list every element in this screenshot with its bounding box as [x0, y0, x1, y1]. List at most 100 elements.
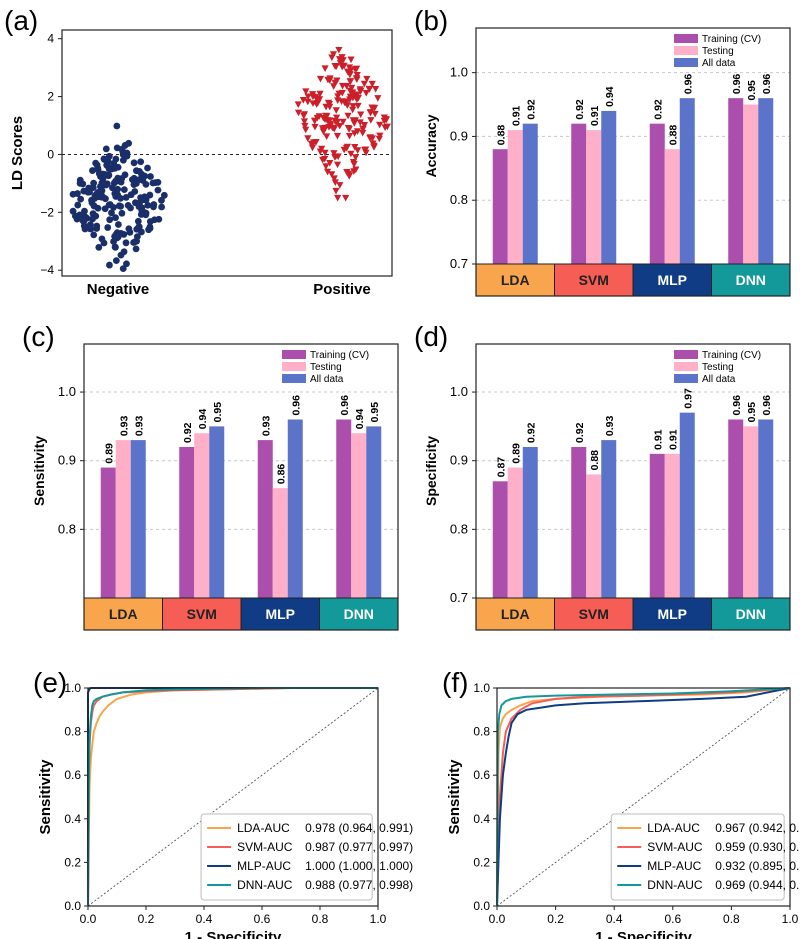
panel-a-point-negative	[142, 196, 150, 204]
bar-value-label: 0.93	[118, 416, 130, 437]
panel-a-point-positive	[369, 140, 377, 148]
panel-a-point-negative	[93, 222, 101, 230]
panel-a-point-positive	[316, 75, 325, 83]
panel-a-point-positive	[345, 126, 353, 133]
panel-a-point-positive	[381, 124, 389, 131]
panel-a-point-negative	[117, 202, 125, 210]
panel-a-letter: (a)	[4, 5, 38, 36]
panel-a-point-positive	[345, 132, 354, 140]
legend-label: Testing	[702, 362, 734, 373]
panel-a-point-positive	[346, 78, 354, 86]
panel-a-point-positive	[333, 132, 342, 140]
panel-a-point-positive	[309, 93, 317, 101]
panel-a-point-negative	[98, 187, 106, 195]
panel-a-point-positive	[321, 149, 329, 157]
bar-frame	[475, 343, 791, 631]
panel-a-point-negative	[113, 122, 121, 130]
roc-xtick: 0.4	[196, 912, 213, 926]
panel-a-point-positive	[380, 117, 388, 125]
category-label: LDA	[109, 606, 138, 622]
category-label: SVM	[579, 606, 609, 622]
bar-value-label: 0.96	[339, 395, 351, 416]
bar-value-label: 0.88	[589, 450, 601, 471]
panel-a-point-positive	[323, 168, 332, 176]
panel-a-point-positive	[354, 147, 362, 154]
panel-a-point-negative	[114, 221, 122, 228]
bar-dnn-1	[351, 433, 367, 598]
panel-a-point-positive	[338, 89, 346, 97]
panel-letter: (b)	[414, 5, 448, 36]
bar-dnn-1	[743, 426, 759, 598]
panel-a-point-negative	[130, 239, 137, 246]
bar-value-label: 0.93	[133, 416, 145, 437]
panel-a-point-negative	[106, 216, 114, 224]
panel-a-point-positive	[324, 76, 332, 84]
panel-a-point-positive	[374, 95, 382, 102]
roc-legend-value: 0.987 (0.977, 0.997)	[305, 840, 413, 854]
roc-xtick: 0.0	[80, 912, 97, 926]
panel-a-point-positive	[313, 114, 321, 122]
panel-a-point-negative	[108, 209, 115, 217]
bar-svm-2	[601, 440, 617, 598]
panel-letter: (d)	[414, 321, 448, 352]
roc-ytick: 0.4	[473, 812, 490, 826]
panel-a-point-positive	[371, 104, 379, 112]
panel-a-point-positive	[351, 117, 359, 124]
bar-svm-0	[571, 446, 587, 598]
panel-a-point-positive	[351, 154, 360, 161]
panel-a-point-positive	[332, 114, 341, 122]
panel-a-point-negative	[76, 176, 84, 184]
panel-a-point-negative	[71, 212, 79, 220]
panel-a-point-negative	[112, 193, 120, 200]
panel-a-point-positive	[329, 51, 338, 58]
roc-diagonal	[87, 687, 379, 907]
panel-a-point-positive	[366, 134, 375, 141]
roc-legend-label: MLP-AUC	[647, 859, 701, 873]
bar-dnn-2	[366, 426, 382, 598]
roc-ytick: 1.0	[64, 681, 81, 695]
panel-a-point-positive	[331, 154, 339, 161]
panel-a-point-negative	[98, 192, 105, 199]
roc-legend-value: 0.988 (0.977, 0.998)	[305, 878, 413, 892]
bar-ytick: 1.0	[58, 384, 76, 399]
panel-a-point-negative	[105, 171, 113, 179]
panel-a-point-negative	[77, 195, 85, 203]
panel-a-point-positive	[357, 111, 365, 119]
panel-a-point-positive	[326, 160, 334, 167]
panel-a-point-negative	[113, 234, 121, 242]
bar-frame	[475, 27, 791, 297]
bar-value-label: 0.91	[589, 105, 601, 126]
panel-a-point-negative	[144, 164, 151, 172]
panel-a-point-negative	[158, 203, 166, 211]
roc-legend-label: DNN-AUC	[237, 878, 293, 892]
bar-mlp-1	[664, 149, 680, 264]
bar-value-label: 0.96	[682, 74, 694, 95]
panel-a-point-negative	[89, 167, 96, 174]
roc-xlabel: 1 - Specificity	[595, 929, 692, 939]
roc-xtick: 0.8	[723, 912, 740, 926]
panel-a-point-negative	[118, 209, 126, 217]
panel-a-point-negative	[133, 167, 140, 175]
roc-xtick: 1.0	[782, 912, 799, 926]
roc-legend	[610, 813, 785, 901]
bar-lda-0	[492, 481, 508, 598]
panel-d: (d)0.70.80.91.00.870.890.92LDA0.920.880.…	[414, 321, 791, 631]
roc-xtick: 0.4	[606, 912, 623, 926]
panel-a-point-positive	[343, 98, 351, 105]
bar-value-label: 0.95	[746, 402, 758, 423]
legend-swatch	[674, 46, 698, 55]
panel-a-point-negative	[91, 194, 99, 202]
panel-a-point-negative	[137, 158, 145, 166]
bar-lda-2	[130, 440, 146, 598]
panel-a-point-positive	[372, 86, 380, 93]
panel-a-point-negative	[74, 201, 82, 209]
panel-a-point-positive	[300, 118, 309, 125]
roc-ytick: 0.6	[64, 768, 81, 782]
bar-dnn-0	[728, 98, 744, 264]
panel-a-point-positive	[321, 124, 330, 132]
roc-legend-value: 0.959 (0.930, 0.987)	[715, 840, 800, 854]
category-label: MLP	[657, 272, 687, 288]
bar-ytick: 0.8	[450, 192, 468, 207]
panel-a-point-negative	[110, 204, 117, 211]
panel-a-point-positive	[351, 144, 359, 151]
